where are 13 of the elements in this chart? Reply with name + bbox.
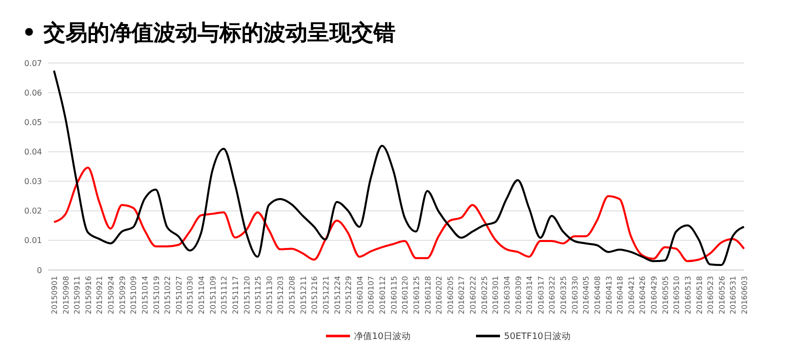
- y-tick-label: 0.05: [24, 118, 42, 127]
- y-tick-label: 0.07: [24, 58, 42, 68]
- chart-title: • 交易的净值波动与标的波动呈现交错: [22, 20, 396, 46]
- y-tick-label: 0.02: [24, 206, 42, 216]
- y-tick-label: 0.01: [24, 236, 42, 246]
- legend-label: 50ETF10日波动: [504, 331, 570, 342]
- y-tick-label: 0.04: [24, 148, 42, 157]
- y-tick-label: 0: [36, 266, 42, 275]
- y-tick-label: 0.03: [24, 177, 42, 186]
- line-series: [53, 70, 745, 266]
- line-series: [53, 166, 745, 262]
- y-tick-label: 0.06: [24, 88, 42, 98]
- legend-label: 净值10日波动: [354, 331, 410, 342]
